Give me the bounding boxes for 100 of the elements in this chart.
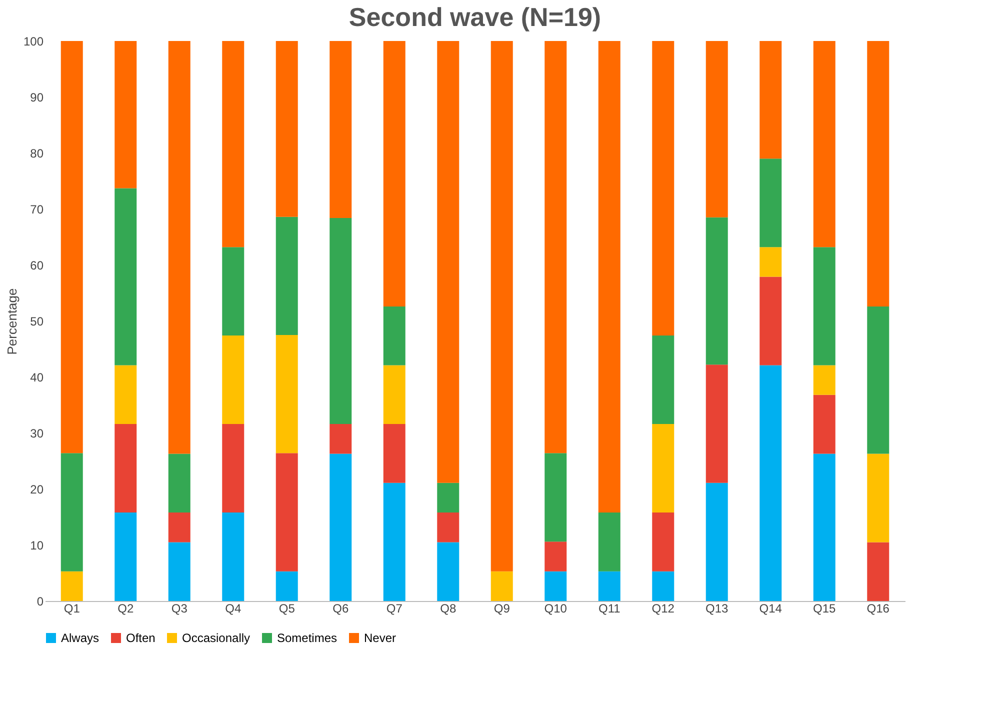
bar bbox=[114, 424, 137, 513]
bar bbox=[706, 41, 728, 218]
bar bbox=[544, 542, 567, 572]
bar bbox=[598, 512, 620, 572]
bar bbox=[60, 571, 83, 601]
x-tick-label: Q6 bbox=[332, 602, 349, 616]
bar bbox=[490, 41, 513, 572]
bar bbox=[760, 365, 782, 601]
bar bbox=[652, 41, 674, 336]
bar bbox=[222, 247, 244, 336]
y-tick-label: 100 bbox=[23, 34, 44, 48]
bar bbox=[383, 424, 406, 483]
bar bbox=[652, 336, 674, 424]
y-tick-label: 40 bbox=[30, 370, 44, 384]
x-tick-label: Q3 bbox=[171, 602, 188, 616]
y-tick-label: 70 bbox=[30, 202, 44, 216]
bar bbox=[222, 512, 244, 601]
chart-title: Second wave (N=19) bbox=[348, 2, 602, 32]
x-tick-label: Q8 bbox=[440, 602, 456, 616]
bar bbox=[598, 41, 620, 513]
bar bbox=[276, 571, 298, 601]
bar bbox=[867, 542, 890, 601]
bar bbox=[330, 218, 352, 424]
bar bbox=[330, 454, 352, 601]
x-tick-label: Q10 bbox=[544, 602, 568, 616]
bar bbox=[544, 41, 567, 454]
bar bbox=[276, 335, 298, 454]
bar bbox=[114, 41, 137, 188]
bar bbox=[168, 512, 190, 542]
x-tick-label: Q2 bbox=[118, 602, 134, 616]
bar bbox=[813, 365, 836, 395]
x-tick-label: Q9 bbox=[494, 602, 510, 616]
bar bbox=[222, 336, 244, 424]
bar bbox=[813, 394, 836, 454]
x-tick-label: Q12 bbox=[652, 602, 675, 616]
bar bbox=[867, 306, 890, 454]
bar bbox=[114, 512, 137, 601]
bar bbox=[276, 453, 298, 572]
bar bbox=[652, 571, 674, 601]
bar bbox=[760, 247, 782, 277]
legend-label: Never bbox=[364, 631, 396, 645]
x-tick-label: Q7 bbox=[386, 602, 403, 616]
bar bbox=[437, 512, 460, 542]
bar bbox=[544, 571, 567, 601]
bar bbox=[330, 424, 352, 454]
x-tick-label: Q13 bbox=[706, 602, 729, 616]
bar bbox=[383, 365, 406, 424]
bar bbox=[60, 453, 83, 572]
bar bbox=[706, 482, 728, 601]
x-tick-label: Q4 bbox=[225, 602, 242, 616]
bar bbox=[598, 571, 620, 601]
y-tick-label: 50 bbox=[30, 314, 44, 328]
bar bbox=[760, 158, 782, 248]
bar bbox=[168, 454, 190, 513]
bar bbox=[276, 216, 298, 335]
legend-label: Always bbox=[61, 631, 100, 645]
y-tick-label: 90 bbox=[30, 90, 44, 104]
bar bbox=[652, 512, 674, 572]
x-tick-label: Q15 bbox=[813, 602, 836, 616]
bar bbox=[813, 41, 836, 248]
bar bbox=[490, 571, 513, 601]
bar bbox=[114, 188, 137, 366]
bar bbox=[544, 453, 567, 542]
bar bbox=[276, 41, 298, 217]
y-tick-label: 80 bbox=[30, 146, 44, 160]
bar bbox=[867, 41, 890, 306]
bar bbox=[222, 424, 244, 513]
x-tick-label: Q11 bbox=[598, 602, 621, 616]
bar bbox=[706, 217, 728, 365]
bar bbox=[168, 542, 190, 601]
bar bbox=[760, 276, 782, 366]
y-tick-label: 20 bbox=[30, 482, 44, 496]
y-axis-title: Percentage bbox=[4, 288, 20, 355]
y-tick-label: 10 bbox=[30, 538, 44, 552]
x-tick-label: Q5 bbox=[278, 602, 296, 616]
legend-label: Occasionally bbox=[182, 631, 250, 645]
bar bbox=[437, 542, 460, 601]
bar bbox=[168, 41, 190, 454]
y-tick-label: 0 bbox=[36, 594, 44, 608]
bar bbox=[330, 41, 352, 218]
legend-label: Sometimes bbox=[277, 631, 338, 645]
bar bbox=[437, 482, 460, 513]
y-tick-label: 60 bbox=[30, 258, 44, 272]
bar bbox=[706, 364, 728, 483]
x-tick-label: Q14 bbox=[759, 602, 782, 616]
bar bbox=[437, 41, 460, 483]
legend-label: Often bbox=[126, 631, 156, 645]
bar bbox=[813, 247, 836, 366]
bar bbox=[383, 306, 406, 366]
bar bbox=[383, 41, 406, 306]
y-tick-label: 30 bbox=[30, 426, 44, 440]
bar bbox=[760, 41, 782, 159]
x-tick-label: Q16 bbox=[866, 602, 890, 616]
bar bbox=[867, 454, 890, 542]
bar bbox=[652, 424, 674, 513]
bar bbox=[222, 41, 244, 248]
x-tick-label: Q1 bbox=[64, 602, 80, 616]
bar bbox=[60, 41, 83, 454]
bar bbox=[813, 454, 836, 601]
bar bbox=[114, 365, 137, 424]
